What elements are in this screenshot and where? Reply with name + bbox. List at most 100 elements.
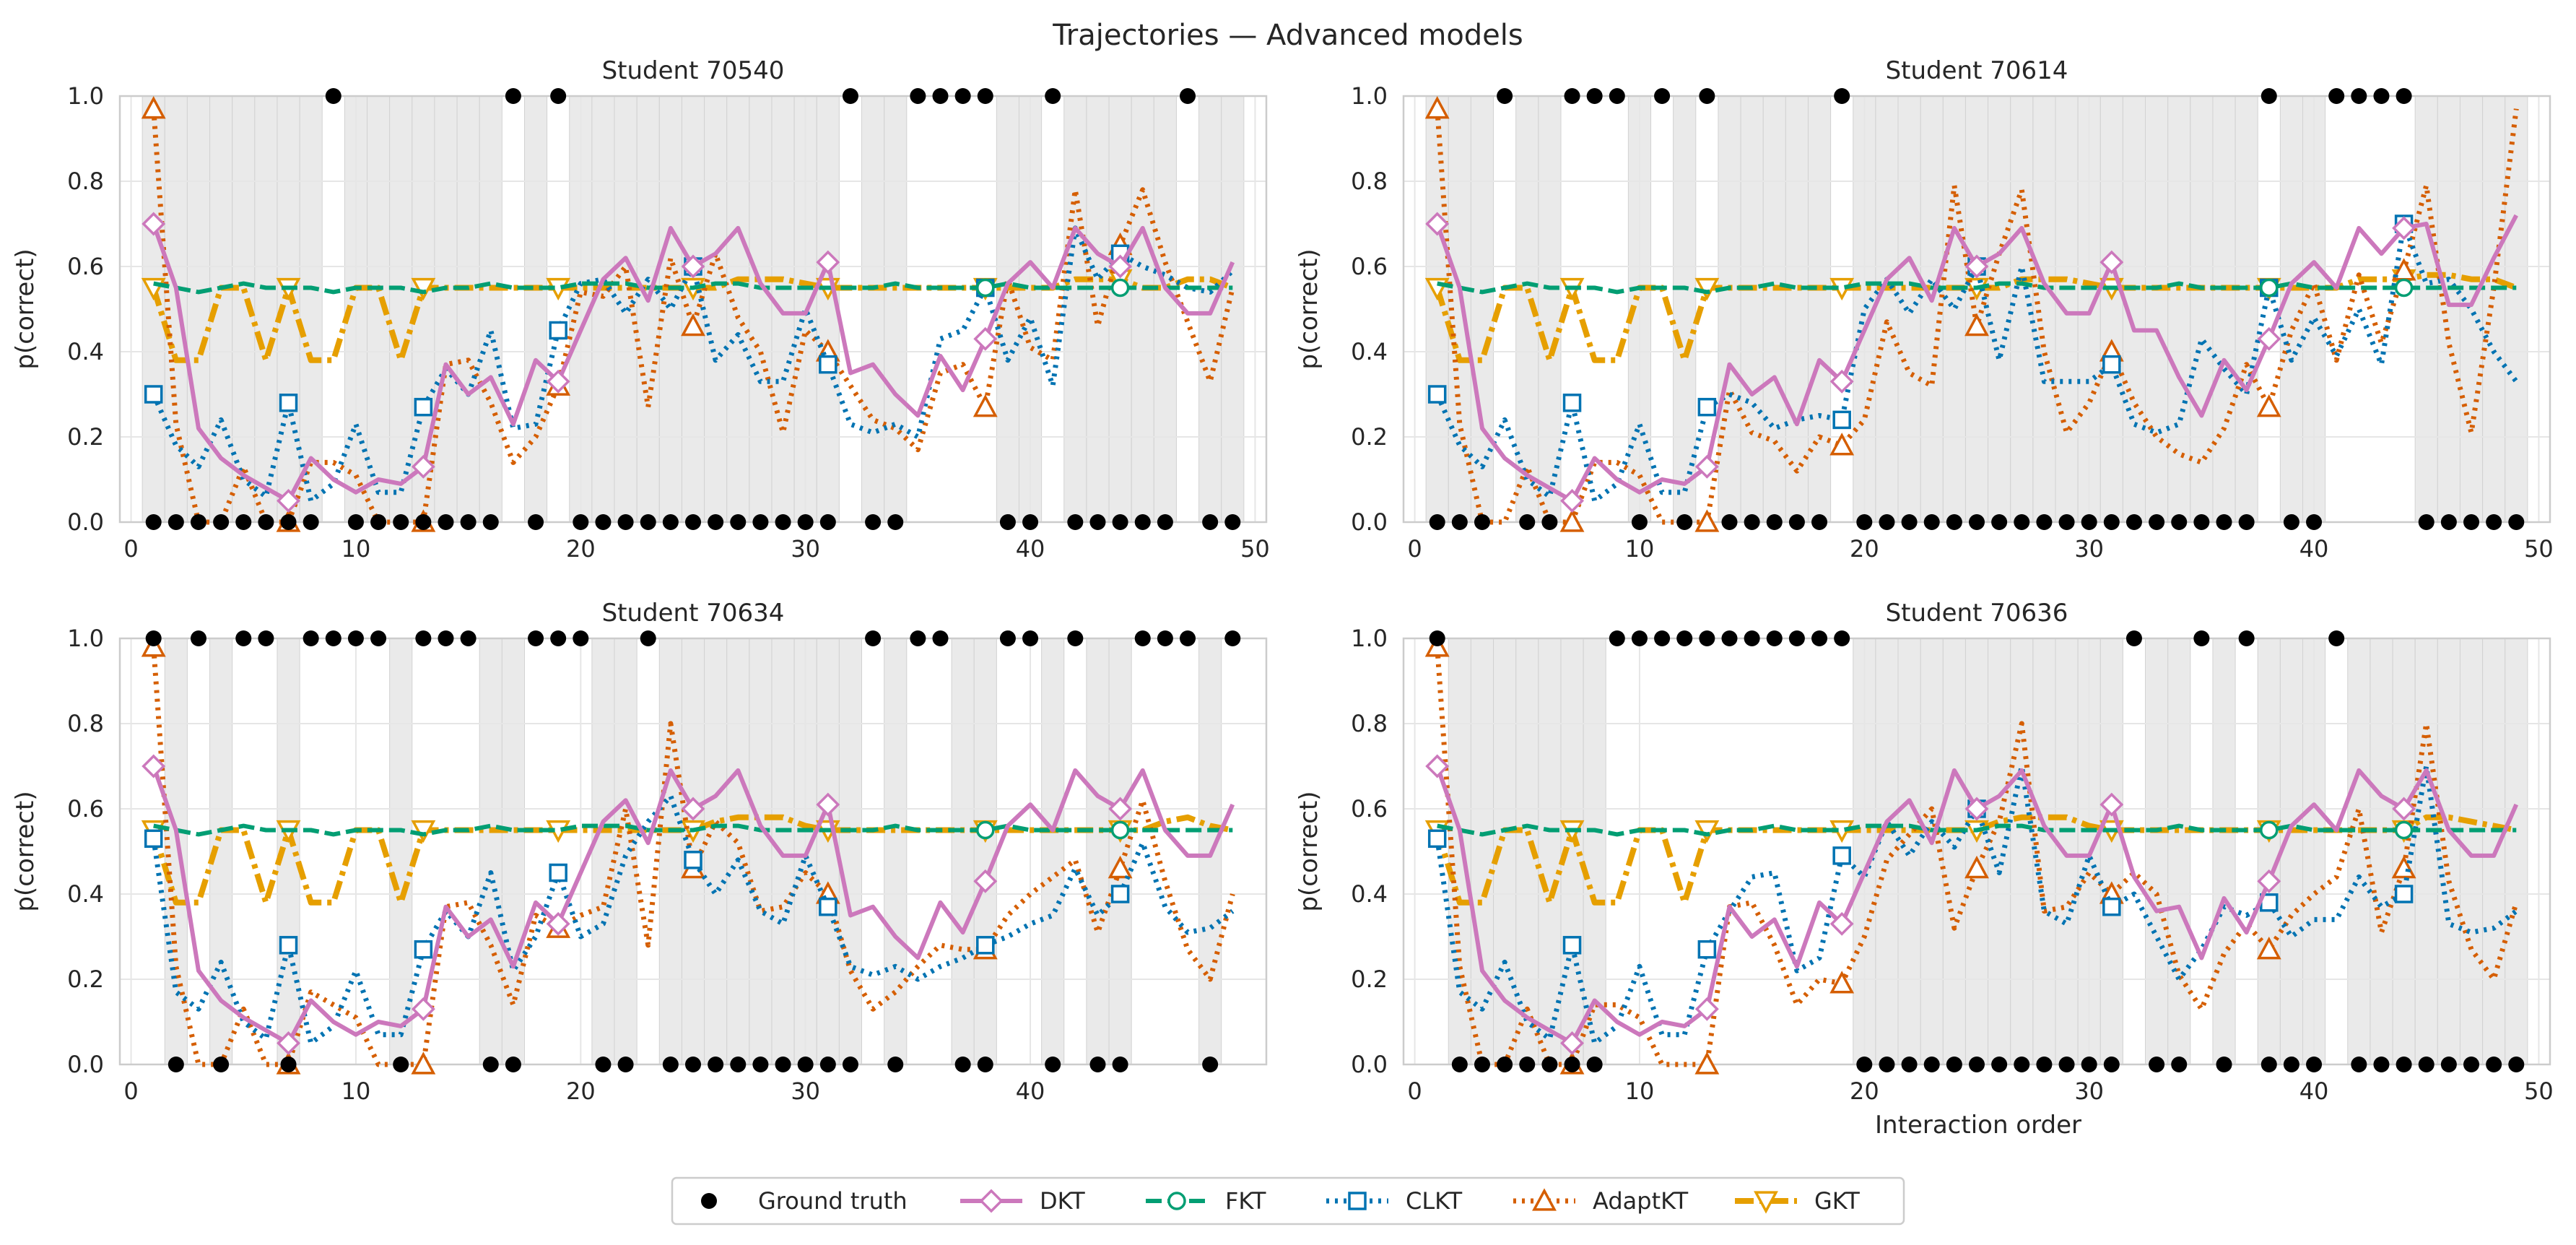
shade-band (1583, 638, 1606, 1065)
point-ground-truth (393, 1057, 409, 1072)
point-ground-truth (1067, 630, 1084, 646)
point-ground-truth (819, 514, 836, 530)
point-ground-truth (1045, 88, 1061, 104)
point-ground-truth (1497, 88, 1513, 104)
point-ground-truth (1564, 88, 1580, 104)
x-tick-label: 20 (566, 535, 596, 563)
series-line-fkt (153, 281, 1233, 295)
series-dkt (1425, 212, 2518, 513)
shade-band (771, 638, 795, 1065)
point-ground-truth (1879, 514, 1895, 530)
shade-band (1988, 638, 2011, 1065)
point-ground-truth (1586, 1057, 1603, 1072)
y-tick-label: 1.0 (67, 625, 104, 652)
point-ground-truth (1721, 514, 1738, 530)
shade-band (2279, 95, 2303, 523)
x-tick-label: 0 (123, 1077, 138, 1105)
series-line-fkt (1437, 281, 2517, 295)
point-ground-truth (258, 630, 274, 646)
point-ground-truth (2238, 630, 2255, 646)
point-dkt (2099, 792, 2124, 817)
x-tick-label: 40 (2299, 1077, 2329, 1105)
point-ground-truth (2260, 1057, 2277, 1072)
point-ground-truth (910, 88, 926, 104)
shade-band (1470, 638, 1494, 1065)
series-fkt (1437, 278, 2517, 298)
point-ground-truth (887, 1057, 904, 1072)
x-tick-label: 30 (2074, 1077, 2104, 1105)
shade-band (1964, 95, 1989, 523)
shade-band (1762, 95, 1786, 523)
point-ground-truth (2306, 1057, 2323, 1072)
point-adaptkt (411, 1051, 436, 1075)
point-clkt (549, 863, 567, 882)
point-clkt (1832, 410, 1851, 430)
point-adaptkt (1964, 313, 1989, 337)
point-ground-truth (842, 88, 858, 104)
subplot-4: 0 10 20 30 40 50 0.0 0.2 0.4 0.6 0.8 1.0 Student 706… (1294, 599, 2554, 1105)
x-tick-label: 50 (2524, 1077, 2554, 1105)
shade-band (749, 95, 773, 523)
point-ground-truth (2418, 1057, 2434, 1072)
point-ground-truth (1429, 514, 1445, 530)
series-dkt (142, 754, 1235, 1055)
point-adaptkt (1108, 855, 1133, 879)
point-clkt (1697, 940, 1717, 959)
x-tick-label: 40 (1016, 1077, 1045, 1105)
point-ground-truth (954, 1057, 971, 1072)
shade-band (142, 95, 165, 523)
y-tick-label: 0.0 (1351, 508, 1388, 536)
y-tick-label: 0.6 (67, 795, 104, 823)
point-clkt (144, 385, 163, 404)
shade-band (726, 95, 750, 523)
point-ground-truth (1089, 514, 1106, 530)
shade-band (1538, 95, 1562, 523)
shade-band (884, 95, 908, 523)
point-clkt (1832, 846, 1851, 865)
point-ground-truth (347, 514, 364, 530)
point-ground-truth (482, 514, 499, 530)
y-tick-label: 0.4 (1351, 880, 1388, 908)
legend-label: CLKT (1406, 1187, 1463, 1215)
shade-band (2459, 95, 2484, 523)
point-dkt (973, 869, 998, 893)
shade-band (2055, 638, 2079, 1065)
point-ground-truth (2014, 514, 2030, 530)
shade-band (2190, 95, 2214, 523)
shade-band (1807, 95, 1832, 523)
point-ground-truth (2508, 1057, 2525, 1072)
shade-band (2032, 95, 2056, 523)
legend-entry-gkt: GKT (1735, 1187, 1860, 1215)
point-ground-truth (2440, 514, 2457, 530)
point-ground-truth (752, 1057, 769, 1072)
point-ground-truth (2216, 514, 2232, 530)
x-tick-label: 20 (566, 1077, 596, 1105)
point-ground-truth (2125, 514, 2142, 530)
point-ground-truth (1699, 630, 1715, 646)
point-ground-truth (2171, 514, 2188, 530)
point-ground-truth (438, 514, 454, 530)
series-ground-truth (1429, 630, 2525, 1072)
shade-band (501, 638, 525, 1065)
subplot-2: 0 10 20 30 40 50 0.0 0.2 0.4 0.6 0.8 1.0 Student 706… (1294, 56, 2554, 563)
shade-band (591, 638, 615, 1065)
point-gkt (411, 820, 436, 843)
shade-band (771, 95, 795, 523)
point-ground-truth (1134, 514, 1151, 530)
point-ground-truth (415, 514, 432, 530)
point-ground-truth (235, 630, 252, 646)
point-ground-truth (617, 514, 634, 530)
x-tick-label: 50 (1240, 535, 1270, 563)
point-dkt (142, 212, 166, 236)
shade-band (726, 638, 750, 1065)
series-dkt (142, 212, 1235, 513)
point-ground-truth (775, 1057, 791, 1072)
point-ground-truth (932, 88, 949, 104)
point-dkt (1560, 489, 1585, 513)
series-ground-truth (1429, 88, 2525, 530)
point-ground-truth (910, 630, 926, 646)
point-ground-truth (1022, 630, 1039, 646)
legend: Ground truth DKT FKT CLKT AdaptKT GKT (671, 1176, 1905, 1226)
point-fkt (1110, 820, 1130, 840)
incorrect-shading (1425, 95, 2528, 523)
